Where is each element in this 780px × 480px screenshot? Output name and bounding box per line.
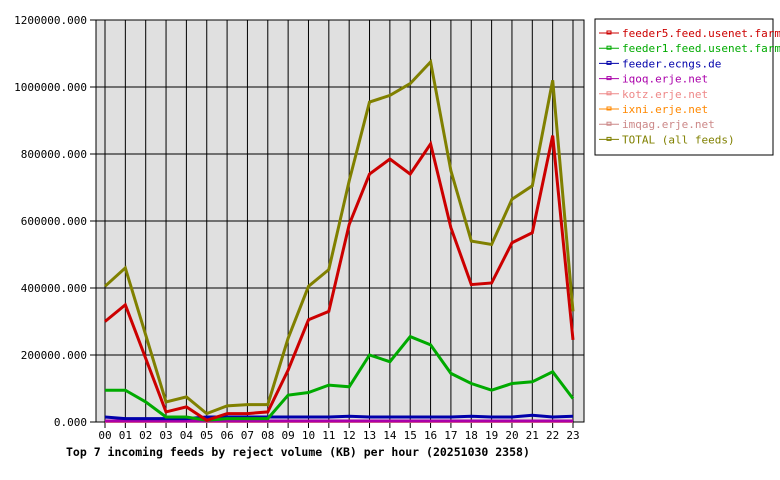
y-tick-label: 200000.000 [21,349,87,362]
y-tick-label: 400000.000 [21,282,87,295]
x-axis: 00 01 02 03 04 05 06 07 08 09 10 11 12 13 14 15 16 17 18 19… [98,422,580,442]
series-line [103,58,575,416]
y-tick-label: 0.000 [54,416,87,429]
data-series [103,58,575,423]
legend-item: feeder.ecngs.de [622,57,721,70]
x-tick-label: 01 [119,429,132,442]
x-tick-label: 18 [465,429,478,442]
y-axis: 0.000 200000.000 400000.000 600000.000 80000… [14,14,96,429]
x-tick-label: 19 [485,429,498,442]
x-tick-label: 16 [424,429,437,442]
chart-title: Top 7 incoming feeds by reject volume (K… [66,445,530,459]
x-tick-label: 15 [404,429,417,442]
legend-item: iqoq.erje.net [622,73,708,86]
x-tick-label: 11 [322,429,335,442]
x-tick-label: 13 [363,429,376,442]
x-tick-label: 09 [282,429,295,442]
x-tick-label: 10 [302,429,315,442]
x-tick-label: 20 [505,429,518,442]
x-tick-label: 17 [444,429,457,442]
y-tick-label: 600000.000 [21,215,87,228]
legend-item: TOTAL (all feeds) [622,133,735,146]
x-tick-label: 21 [526,429,539,442]
grid-lines [96,20,584,422]
y-tick-label: 800000.000 [21,148,87,161]
x-tick-label: 07 [241,429,254,442]
series-line [104,413,574,421]
x-tick-label: 14 [383,429,397,442]
y-tick-label: 1200000.000 [14,14,87,27]
y-tick-label: 1000000.000 [14,81,87,94]
x-tick-label: 04 [180,429,194,442]
legend: feeder5.feed.usenet.farm feeder1.feed.use… [594,18,780,156]
x-tick-label: 08 [261,429,274,442]
x-tick-label: 00 [98,429,111,442]
x-tick-label: 22 [546,429,559,442]
legend-item: feeder5.feed.usenet.farm [622,27,780,40]
x-tick-label: 05 [200,429,213,442]
x-tick-label: 03 [159,429,172,442]
series-line [105,334,575,422]
x-tick-label: 06 [220,429,233,442]
x-tick-label: 12 [343,429,356,442]
x-tick-label: 23 [566,429,579,442]
legend-item: kotz.erje.net [622,88,708,101]
series-line [104,135,575,422]
legend-item: ixni.erje.net [622,103,708,116]
legend-item: feeder1.feed.usenet.farm [622,42,780,55]
legend-item: imqag.erje.net [622,118,715,131]
x-tick-label: 02 [139,429,152,442]
